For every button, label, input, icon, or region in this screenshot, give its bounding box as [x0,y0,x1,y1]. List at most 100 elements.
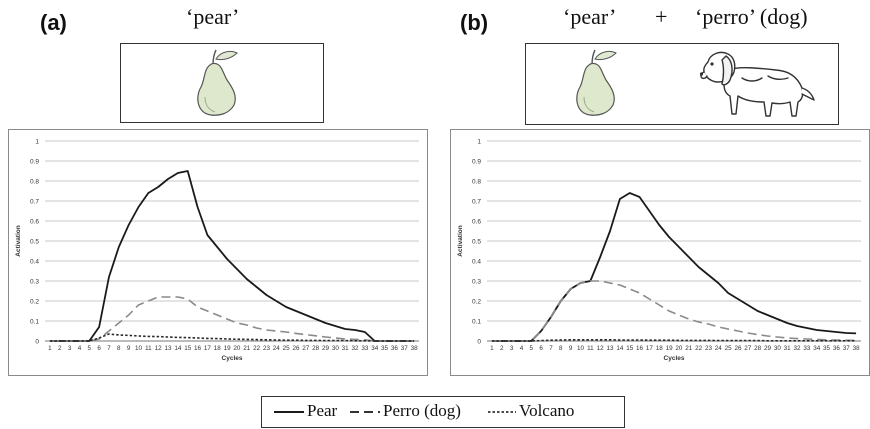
series-line-perro-dog [491,280,857,342]
x-tick-label: 32 [352,345,360,352]
x-tick-label: 34 [813,345,821,352]
x-tick-label: 34 [371,345,379,352]
legend-label-pear: Pear [307,401,338,420]
panel-b-label: (b) [460,10,489,35]
legend-swatches [274,411,516,413]
x-tick-label: 37 [401,345,409,352]
x-tick-label: 10 [577,345,585,352]
y-tick-label: 0 [477,339,481,346]
x-tick-label: 6 [97,345,101,352]
y-tick-label: 0.2 [472,299,481,306]
x-tick-label: 17 [204,345,212,352]
x-tick-label: 10 [135,345,143,352]
x-tick-label: 31 [784,345,792,352]
y-tick-label: 0.3 [472,279,481,286]
x-tick-label: 26 [292,345,300,352]
x-tick-label: 19 [224,345,232,352]
x-tick-label: 38 [853,345,861,352]
y-tick-label: 0.5 [30,239,39,246]
x-tick-label: 22 [695,345,703,352]
legend-label-perro: Perro (dog) [383,401,461,420]
y-tick-label: 0.3 [30,279,39,286]
x-tick-label: 25 [283,345,291,352]
y-tick-label: 0.4 [30,259,39,266]
pear-drawing-icon [576,49,617,116]
series-line-perro-dog [49,296,415,342]
panel-a-word-pear: ‘pear’ [186,4,240,29]
x-tick-label: 15 [184,345,192,352]
x-tick-label: 7 [107,345,111,352]
y-tick-label: 0 [35,339,39,346]
x-tick-label: 9 [569,345,573,352]
x-tick-label: 8 [559,345,563,352]
x-axis-label: Cycles [664,355,685,362]
x-tick-label: 2 [58,345,62,352]
x-tick-label: 3 [510,345,514,352]
x-tick-label: 24 [273,345,281,352]
x-tick-label: 2 [500,345,504,352]
x-tick-label: 23 [705,345,713,352]
chart-b: 0 0.1 0.2 0.3 0.4 0.5 0.6 0.7 0.8 0.9 1 1 2 3 4 5 6 7 8 9 10… [450,129,870,376]
y-tick-label: 0.4 [472,259,481,266]
x-tick-label: 13 [607,345,615,352]
x-tick-label: 1 [490,345,494,352]
series-line-pear [491,192,857,342]
x-tick-label: 27 [744,345,752,352]
x-tick-label: 30 [332,345,340,352]
x-tick-label: 37 [843,345,851,352]
x-axis-label: Cycles [222,355,243,362]
chart-a: 0 0.1 0.2 0.3 0.4 0.5 0.6 0.7 0.8 0.9 1 1 2 3 4 5 6 7 8 9 10… [8,129,428,376]
x-tick-label: 18 [214,345,222,352]
x-tick-label: 20 [233,345,241,352]
x-tick-label: 1 [48,345,52,352]
y-tick-label: 0.8 [472,179,481,186]
series-line-volcano [491,339,857,342]
chart-a-svg: 00.10.20.30.40.50.60.70.80.911 2 3 4 5 6 7 8 9 10… [15,139,419,362]
x-tick-label: 12 [155,345,163,352]
y-tick-label: 0.8 [30,179,39,186]
x-tick-label: 9 [127,345,131,352]
x-tick-label: 7 [549,345,553,352]
x-tick-label: 20 [675,345,683,352]
dog-drawing-icon [699,51,815,117]
x-tick-label: 33 [803,345,811,352]
y-tick-label: 0.9 [30,159,39,166]
y-tick-label: 0.7 [472,199,481,206]
x-tick-label: 4 [520,345,524,352]
series-line-pear [49,170,415,342]
x-tick-label: 18 [656,345,664,352]
x-tick-label: 6 [539,345,543,352]
x-tick-label: 38 [411,345,419,352]
y-tick-label: 1 [35,139,39,146]
panel-b-picture-box [525,43,839,125]
x-tick-label: 15 [626,345,634,352]
x-tick-label: 30 [774,345,782,352]
x-tick-label: 25 [725,345,733,352]
panel-a-picture-box [120,43,324,123]
x-tick-label: 17 [646,345,654,352]
y-tick-label: 0.1 [30,319,39,326]
x-tick-label: 35 [823,345,831,352]
y-tick-label: 0.5 [472,239,481,246]
legend: Pear Perro (dog) Volcano [261,396,625,428]
panel-a-label: (a) [40,10,67,35]
x-tick-label: 19 [666,345,674,352]
y-tick-label: 0.2 [30,299,39,306]
x-tick-label: 26 [734,345,742,352]
x-tick-label: 29 [764,345,772,352]
x-tick-label: 23 [263,345,271,352]
x-tick-label: 12 [597,345,605,352]
y-tick-label: 0.6 [30,219,39,226]
y-tick-label: 0.1 [472,319,481,326]
x-tick-label: 16 [194,345,202,352]
x-tick-label: 21 [685,345,693,352]
panel-b-plus: + [655,4,668,29]
y-axis-label: Activation [15,225,22,256]
x-tick-label: 22 [253,345,261,352]
x-tick-label: 27 [302,345,310,352]
x-tick-label: 32 [794,345,802,352]
x-tick-label: 31 [342,345,350,352]
x-tick-label: 4 [78,345,82,352]
x-tick-label: 8 [117,345,121,352]
x-tick-label: 13 [165,345,173,352]
